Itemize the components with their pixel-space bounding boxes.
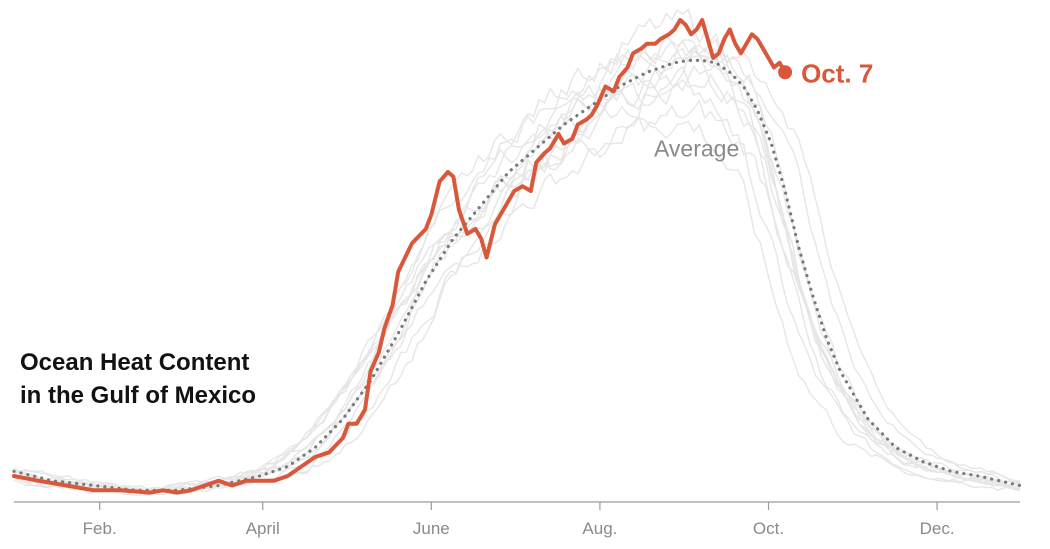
x-tick-label: Oct.	[753, 519, 784, 538]
current-date-label: Oct. 7	[801, 58, 873, 88]
historical-year-line	[13, 53, 1021, 496]
average-line	[12, 58, 1022, 492]
chart-title-line-2: in the Gulf of Mexico	[20, 382, 257, 409]
chart-title-line-1: Ocean Heat Content	[20, 349, 250, 376]
x-tick-label: Aug.	[582, 519, 617, 538]
current-year-endpoint	[778, 65, 793, 80]
average-label: Average	[654, 135, 739, 161]
historical-year-line	[13, 117, 1021, 496]
x-tick-label: Dec.	[920, 519, 955, 538]
historical-year-line	[13, 34, 1021, 493]
chart-title: Ocean Heat Content in the Gulf of Mexico	[20, 346, 256, 412]
historical-year-line	[13, 54, 1021, 496]
x-tick-label: Feb.	[83, 519, 117, 538]
historical-year-line	[13, 40, 1021, 493]
x-tick-label: April	[246, 519, 280, 538]
x-tick-label: June	[413, 519, 450, 538]
current-year-line	[12, 18, 788, 495]
x-axis-ticks: Feb. April June Aug. Oct. Dec.	[83, 502, 955, 538]
annotation-layer: Oct. 7 Average	[654, 58, 873, 161]
series-layer	[12, 18, 1022, 495]
historical-year-line	[13, 65, 1021, 494]
